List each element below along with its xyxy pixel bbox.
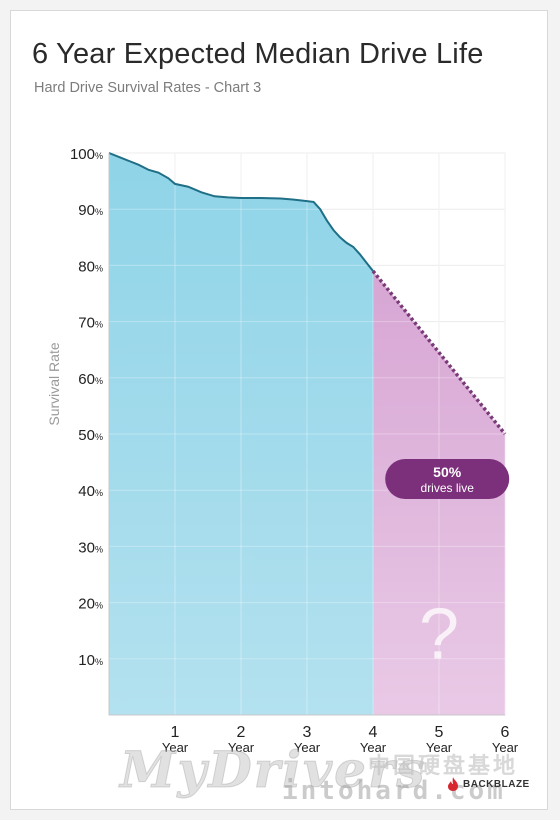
observed-line [108, 152, 374, 272]
y-tick-number: 40 [78, 483, 95, 500]
y-tick-label: 10% [78, 652, 103, 669]
y-tick-number: 30 [78, 539, 95, 556]
brand-logo: BACKBLAZE [446, 776, 530, 792]
question-mark: ? [419, 594, 459, 674]
y-tick-unit: % [95, 432, 103, 442]
y-tick-number: 90 [78, 202, 95, 219]
y-tick-label: 90% [78, 202, 103, 219]
observed-area [109, 153, 373, 715]
x-tick-number: 5 [435, 724, 444, 741]
y-tick-number: 70 [78, 315, 95, 332]
y-tick-label: 50% [78, 427, 103, 444]
y-tick-label: 80% [78, 258, 103, 275]
y-tick-label: 60% [78, 371, 103, 388]
x-tick-unit: Year [426, 740, 453, 755]
x-tick-number: 3 [303, 724, 312, 741]
y-tick-label: 20% [78, 596, 103, 613]
y-axis-label: Survival Rate [46, 342, 62, 425]
y-tick-number: 20 [78, 596, 95, 613]
watermark-cn: 中国硬盘基地 [368, 753, 519, 778]
y-tick-unit: % [95, 320, 103, 330]
y-tick-number: 10 [78, 652, 95, 669]
watermark-main: MyDrivers [119, 740, 427, 800]
x-tick-number: 4 [369, 724, 378, 741]
y-tick-unit: % [95, 657, 103, 667]
callout-text: drives live [421, 481, 475, 495]
x-tick-unit: Year [162, 740, 189, 755]
y-tick-label: 70% [78, 315, 103, 332]
chart-subtitle: Hard Drive Survival Rates - Chart 3 [34, 80, 262, 96]
y-tick-label: 30% [78, 539, 103, 556]
x-tick-number: 2 [237, 724, 246, 741]
y-tick-number: 60 [78, 371, 95, 388]
callout-value: 50% [433, 464, 462, 480]
y-tick-unit: % [95, 263, 103, 273]
callout-pill [385, 458, 510, 499]
y-tick-unit: % [95, 207, 103, 217]
x-tick-unit: Year [294, 740, 321, 755]
y-tick-number: 80 [78, 258, 95, 275]
y-tick-unit: % [95, 488, 103, 498]
projected-line [371, 269, 507, 436]
x-tick-number: 1 [171, 724, 180, 741]
x-tick-unit: Year [228, 740, 255, 755]
y-tick-number: 50 [78, 427, 95, 444]
y-tick-unit: % [95, 151, 103, 161]
y-tick-unit: % [95, 601, 103, 611]
y-tick-number: 100 [70, 146, 95, 163]
x-tick-unit: Year [360, 740, 387, 755]
y-tick-unit: % [95, 376, 103, 386]
brand-name: BACKBLAZE [463, 778, 530, 790]
y-tick-label: 40% [78, 483, 103, 500]
x-tick-unit: Year [492, 740, 519, 755]
flame-icon [448, 777, 458, 791]
y-tick-unit: % [95, 544, 103, 554]
x-tick-number: 6 [501, 724, 510, 741]
y-tick-label: 100% [70, 146, 103, 163]
chart-title: 6 Year Expected Median Drive Life [32, 38, 484, 70]
watermark-sub: intohard.com [282, 776, 506, 806]
